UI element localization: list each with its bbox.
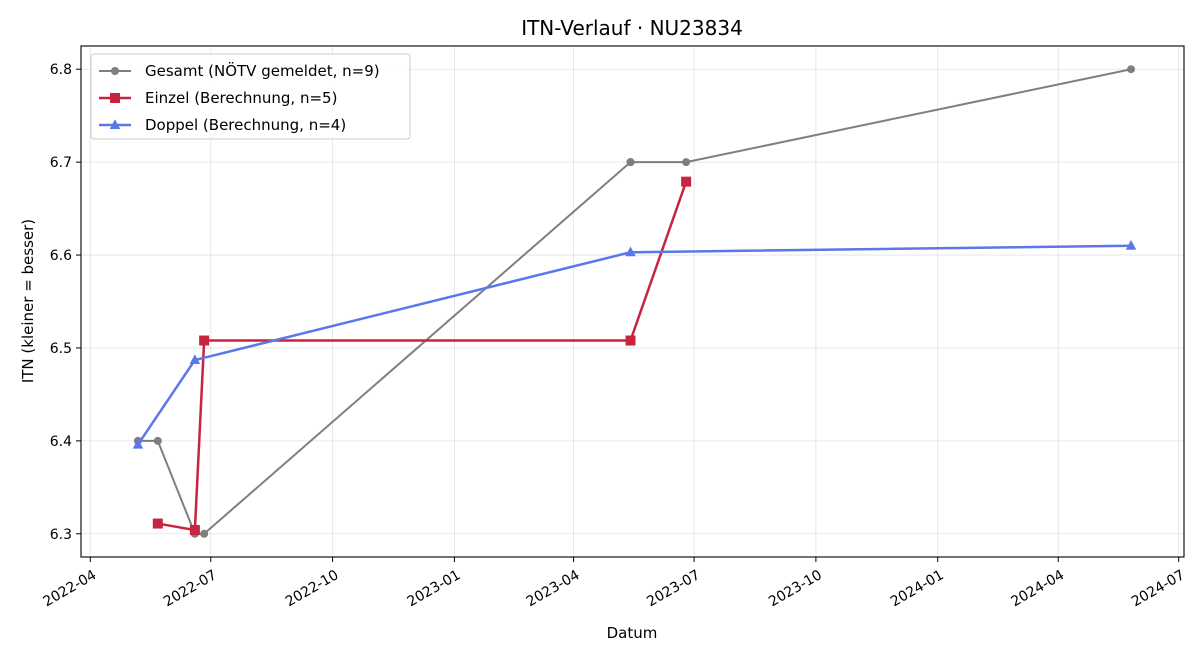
series-line bbox=[136, 244, 1132, 446]
chart-title: ITN-Verlauf · NU23834 bbox=[521, 16, 743, 40]
legend-label: Einzel (Berechnung, n=5) bbox=[145, 89, 337, 107]
legend-swatch bbox=[99, 67, 131, 75]
data-point bbox=[681, 176, 692, 187]
legend-marker bbox=[109, 119, 121, 129]
data-point bbox=[199, 335, 210, 346]
x-tick-label: 2023-07 bbox=[644, 567, 703, 610]
series-square bbox=[152, 176, 692, 536]
y-axis-ticks: 6.3 6.4 6.5 6.6 6.7 6.8 bbox=[50, 62, 81, 543]
series-triangle bbox=[132, 240, 1137, 449]
y-tick-label: 6.3 bbox=[50, 527, 72, 543]
x-tick-label: 2024-04 bbox=[1008, 567, 1067, 610]
legend-label: Gesamt (NÖTV gemeldet, n=9) bbox=[145, 61, 380, 80]
y-tick-label: 6.8 bbox=[50, 62, 72, 78]
data-point bbox=[626, 158, 635, 167]
data-point bbox=[152, 518, 163, 529]
plot-frame bbox=[80, 45, 1185, 558]
x-tick-label: 2022-10 bbox=[283, 567, 342, 610]
data-point bbox=[189, 525, 200, 536]
plot-series bbox=[132, 65, 1137, 538]
legend-swatch bbox=[99, 119, 131, 129]
legend-marker bbox=[110, 93, 120, 103]
legend: Gesamt (NÖTV gemeldet, n=9) Einzel (Berec… bbox=[90, 53, 411, 140]
legend-swatch bbox=[99, 93, 131, 103]
y-axis-label: ITN (kleiner = besser) bbox=[19, 219, 37, 383]
series-circle bbox=[133, 65, 1136, 538]
data-point bbox=[153, 436, 162, 445]
legend-entry: Gesamt (NÖTV gemeldet, n=9) bbox=[99, 61, 380, 80]
x-tick-label: 2024-07 bbox=[1129, 567, 1188, 610]
x-tick-label: 2023-10 bbox=[766, 567, 825, 610]
x-tick-label: 2023-04 bbox=[524, 567, 583, 610]
data-point bbox=[1125, 240, 1137, 250]
data-point bbox=[1127, 65, 1136, 74]
data-point bbox=[200, 529, 209, 538]
data-point bbox=[189, 354, 201, 365]
x-tick-label: 2024-01 bbox=[888, 567, 947, 610]
y-tick-label: 6.4 bbox=[50, 434, 72, 450]
legend-box bbox=[90, 53, 411, 140]
data-point bbox=[132, 438, 144, 449]
x-axis-ticks: 2022-04 2022-07 2022-10 2023-01 2023-04 2023-… bbox=[41, 557, 1188, 610]
legend-entry: Doppel (Berechnung, n=4) bbox=[99, 116, 346, 134]
x-tick-label: 2022-04 bbox=[41, 567, 100, 610]
y-tick-label: 6.6 bbox=[50, 248, 72, 264]
x-tick-label: 2022-07 bbox=[161, 567, 220, 610]
data-point bbox=[625, 246, 636, 257]
data-point bbox=[682, 158, 691, 167]
data-point bbox=[625, 335, 636, 346]
series-line bbox=[157, 181, 688, 532]
x-tick-label: 2023-01 bbox=[405, 567, 464, 610]
x-axis-label: Datum bbox=[607, 624, 658, 642]
y-tick-label: 6.5 bbox=[50, 341, 72, 357]
legend-label: Doppel (Berechnung, n=4) bbox=[145, 116, 346, 134]
y-tick-label: 6.7 bbox=[50, 155, 72, 171]
legend-marker bbox=[111, 67, 119, 75]
legend-entry: Einzel (Berechnung, n=5) bbox=[99, 89, 337, 107]
